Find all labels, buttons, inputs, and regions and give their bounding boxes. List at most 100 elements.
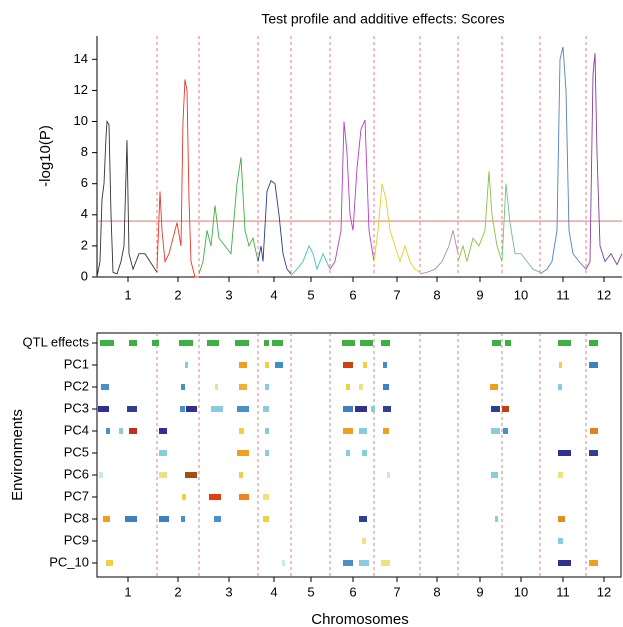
effect-segment (558, 516, 565, 522)
x-tick-label: 5 (307, 287, 314, 302)
profile-line (198, 157, 259, 275)
chart-title: Test profile and additive effects: Score… (261, 11, 504, 27)
effect-segment (263, 406, 269, 412)
row-label: PC4 (64, 422, 89, 437)
effect-segment (343, 406, 353, 412)
effect-segment (589, 560, 598, 566)
profile-line (96, 120, 158, 278)
row-label: PC_10 (49, 554, 89, 569)
effect-segment (491, 472, 498, 478)
effect-segment (558, 384, 562, 390)
effect-segment (159, 428, 167, 434)
effect-segment (239, 494, 249, 500)
row-label: PC6 (64, 466, 89, 481)
effect-segment (383, 384, 389, 390)
effect-segment (346, 384, 350, 390)
effect-segment (359, 428, 367, 434)
effect-segment (387, 472, 390, 478)
effect-segment (589, 362, 598, 368)
profile-line (373, 183, 421, 273)
profile-line (585, 53, 623, 270)
effect-segment (239, 384, 247, 390)
effect-segment (182, 494, 186, 500)
effect-segment (362, 538, 366, 544)
effect-segment (101, 384, 109, 390)
effect-segment (180, 406, 185, 412)
x-tick-label: 10 (514, 584, 528, 599)
effect-segment (363, 362, 367, 368)
effect-segment (209, 494, 221, 500)
profile-line (457, 171, 503, 262)
y-tick-label: 12 (74, 82, 88, 97)
effect-segment (159, 516, 169, 522)
row-label: PC7 (64, 488, 89, 503)
y-tick-label: 4 (81, 206, 88, 221)
effect-segment (282, 560, 285, 566)
effect-segment (346, 450, 350, 456)
effect-segment (186, 406, 197, 412)
x-tick-label: 11 (556, 287, 570, 302)
effect-segment (371, 406, 375, 412)
y-tick-label: 6 (81, 175, 88, 190)
effect-segment (491, 406, 500, 412)
effect-segment (125, 516, 137, 522)
y-tick-label: 8 (81, 144, 88, 159)
effect-segment (106, 560, 113, 566)
effect-segment (359, 560, 369, 566)
effect-segment (265, 384, 269, 390)
profile-line (156, 79, 199, 278)
x-tick-label: 6 (349, 287, 356, 302)
row-label: PC8 (64, 510, 89, 525)
x-tick-label: 5 (307, 584, 314, 599)
effect-segment (558, 538, 563, 544)
effect-segment (272, 340, 283, 346)
effect-segment (505, 340, 511, 346)
effect-segment (275, 362, 283, 368)
effect-segment (490, 384, 498, 390)
row-label: PC5 (64, 444, 89, 459)
effect-segment (342, 340, 355, 346)
effect-segment (239, 428, 244, 434)
effect-segment (383, 406, 391, 412)
effect-segment (181, 384, 185, 390)
x-axis-label: Chromosomes (311, 611, 409, 627)
effect-segment (103, 516, 110, 522)
effect-segment (491, 428, 500, 434)
y-tick-label: 2 (81, 237, 88, 252)
effect-segment (359, 516, 367, 522)
effect-segment (381, 560, 390, 566)
effect-segment (129, 340, 137, 346)
effect-segment (264, 340, 269, 346)
effect-segment (127, 406, 137, 412)
effect-segment (590, 428, 598, 434)
x-tick-label: 9 (476, 584, 483, 599)
effect-segment (215, 384, 218, 390)
effect-segment (558, 560, 571, 566)
effect-segment (159, 472, 167, 478)
effect-segment (129, 428, 137, 434)
x-tick-label: 12 (597, 287, 611, 302)
effect-segment (503, 428, 508, 434)
row-label: PC1 (64, 356, 89, 371)
effect-segment (265, 428, 269, 434)
x-tick-label: 6 (349, 584, 356, 599)
effect-segment (502, 406, 509, 412)
effect-segment (119, 428, 123, 434)
effect-segment (181, 516, 185, 522)
row-label: PC3 (64, 400, 89, 415)
effect-segment (381, 340, 390, 346)
y-tick-label: 10 (74, 113, 88, 128)
x-tick-label: 3 (225, 287, 232, 302)
effect-segment (558, 450, 571, 456)
profile-line (419, 230, 459, 275)
x-tick-label: 2 (174, 584, 181, 599)
y-axis-label: -log10(P) (37, 125, 54, 187)
effect-segment (239, 472, 243, 478)
profile-line (539, 46, 587, 275)
effect-segment (207, 340, 219, 346)
x-tick-label: 8 (433, 584, 440, 599)
effect-segment (343, 362, 353, 368)
y-tick-label: 0 (81, 268, 88, 283)
effect-segment (235, 340, 249, 346)
